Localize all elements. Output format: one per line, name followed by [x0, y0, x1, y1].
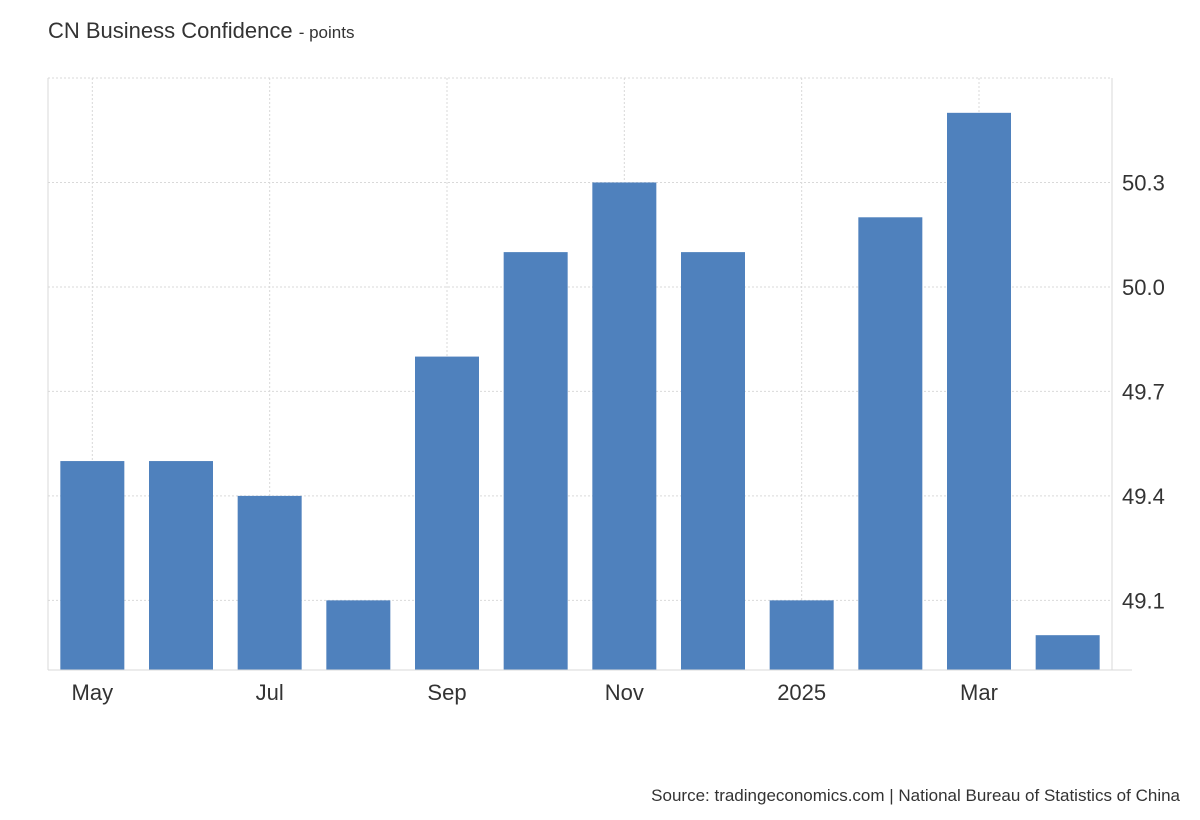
y-tick-label: 49.1 — [1122, 588, 1165, 613]
x-tick-label: May — [72, 680, 114, 705]
x-tick-label: 2025 — [777, 680, 826, 705]
x-tick-label: Nov — [605, 680, 644, 705]
bar-2025 — [769, 600, 834, 670]
chart-title-text: CN Business Confidence — [48, 18, 293, 43]
bar-jul — [237, 495, 302, 670]
chart-title: CN Business Confidence - points — [48, 18, 354, 44]
bar-jun — [149, 461, 213, 670]
bar-oct — [503, 252, 568, 670]
x-tick-label: Mar — [960, 680, 998, 705]
y-tick-label: 50.0 — [1122, 275, 1165, 300]
bar-dec — [681, 252, 745, 670]
bar-aug — [326, 600, 391, 670]
chart-unit: - points — [298, 23, 355, 42]
y-tick-label: 49.4 — [1122, 484, 1165, 509]
x-tick-label: Jul — [256, 680, 284, 705]
bar-chart: 49.1 49.4 49.7 50.0 50.3 May Jul Sep Nov 2025 Mar — [47, 77, 1165, 705]
bar-apr — [1035, 635, 1100, 670]
bar-nov — [592, 182, 657, 670]
x-tick-label: Sep — [427, 680, 466, 705]
bar-feb — [858, 217, 923, 670]
source-note: Source: tradingeconomics.com | National … — [651, 786, 1180, 805]
bar-sep — [415, 356, 479, 670]
y-tick-label: 49.7 — [1122, 379, 1165, 404]
bar-may — [60, 461, 125, 670]
y-tick-label: 50.3 — [1122, 170, 1165, 195]
bar-mar — [947, 112, 1011, 670]
